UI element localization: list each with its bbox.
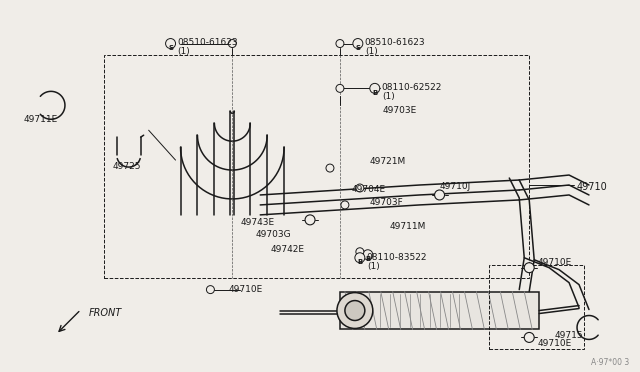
Text: 49711E: 49711E [23, 115, 58, 124]
Circle shape [353, 39, 363, 48]
Text: 49703E: 49703E [383, 106, 417, 115]
Circle shape [341, 201, 349, 209]
Text: 49710J: 49710J [440, 182, 471, 191]
Text: B: B [372, 90, 378, 96]
Text: 49710E: 49710E [228, 285, 262, 294]
Text: (1): (1) [365, 46, 378, 55]
Circle shape [524, 263, 534, 273]
Text: (1): (1) [382, 92, 394, 101]
Circle shape [305, 215, 315, 225]
Text: 49711M: 49711M [390, 222, 426, 231]
Circle shape [228, 39, 236, 48]
Circle shape [356, 184, 364, 192]
Text: 08110-62522: 08110-62522 [382, 83, 442, 92]
Text: B: B [365, 256, 371, 263]
Circle shape [524, 333, 534, 342]
Text: 49742E: 49742E [270, 245, 304, 254]
Text: (1): (1) [177, 46, 190, 55]
Circle shape [355, 253, 365, 263]
Circle shape [337, 293, 373, 328]
Circle shape [166, 39, 175, 48]
Bar [104, 55, 529, 278]
Text: A·97*00 3: A·97*00 3 [591, 358, 629, 367]
Text: FRONT: FRONT [89, 308, 122, 318]
Text: 49703G: 49703G [255, 230, 291, 239]
Text: 49743E: 49743E [240, 218, 275, 227]
Circle shape [363, 250, 373, 260]
Text: S: S [168, 45, 173, 51]
Circle shape [356, 248, 364, 256]
Text: 49710E: 49710E [537, 258, 572, 267]
Text: 49710E: 49710E [537, 339, 572, 349]
Text: B: B [357, 260, 362, 266]
Text: (1): (1) [367, 262, 380, 271]
Circle shape [326, 164, 334, 172]
Circle shape [370, 83, 380, 93]
Circle shape [207, 286, 214, 294]
Text: 49715: 49715 [554, 331, 583, 340]
Text: 49721M: 49721M [370, 157, 406, 166]
Text: 49725: 49725 [113, 162, 141, 171]
Circle shape [336, 84, 344, 92]
Text: S: S [355, 45, 360, 51]
Text: 08510-61623: 08510-61623 [177, 38, 238, 46]
Text: 49704E: 49704E [352, 185, 386, 194]
Bar [490, 265, 584, 349]
Text: 08110-83522: 08110-83522 [367, 253, 428, 262]
Text: 49703F: 49703F [370, 198, 404, 207]
Text: 08510-61623: 08510-61623 [365, 38, 426, 46]
Circle shape [435, 190, 445, 200]
Circle shape [336, 39, 344, 48]
Bar [340, 292, 539, 330]
Circle shape [345, 301, 365, 321]
Text: 49710: 49710 [577, 182, 608, 192]
